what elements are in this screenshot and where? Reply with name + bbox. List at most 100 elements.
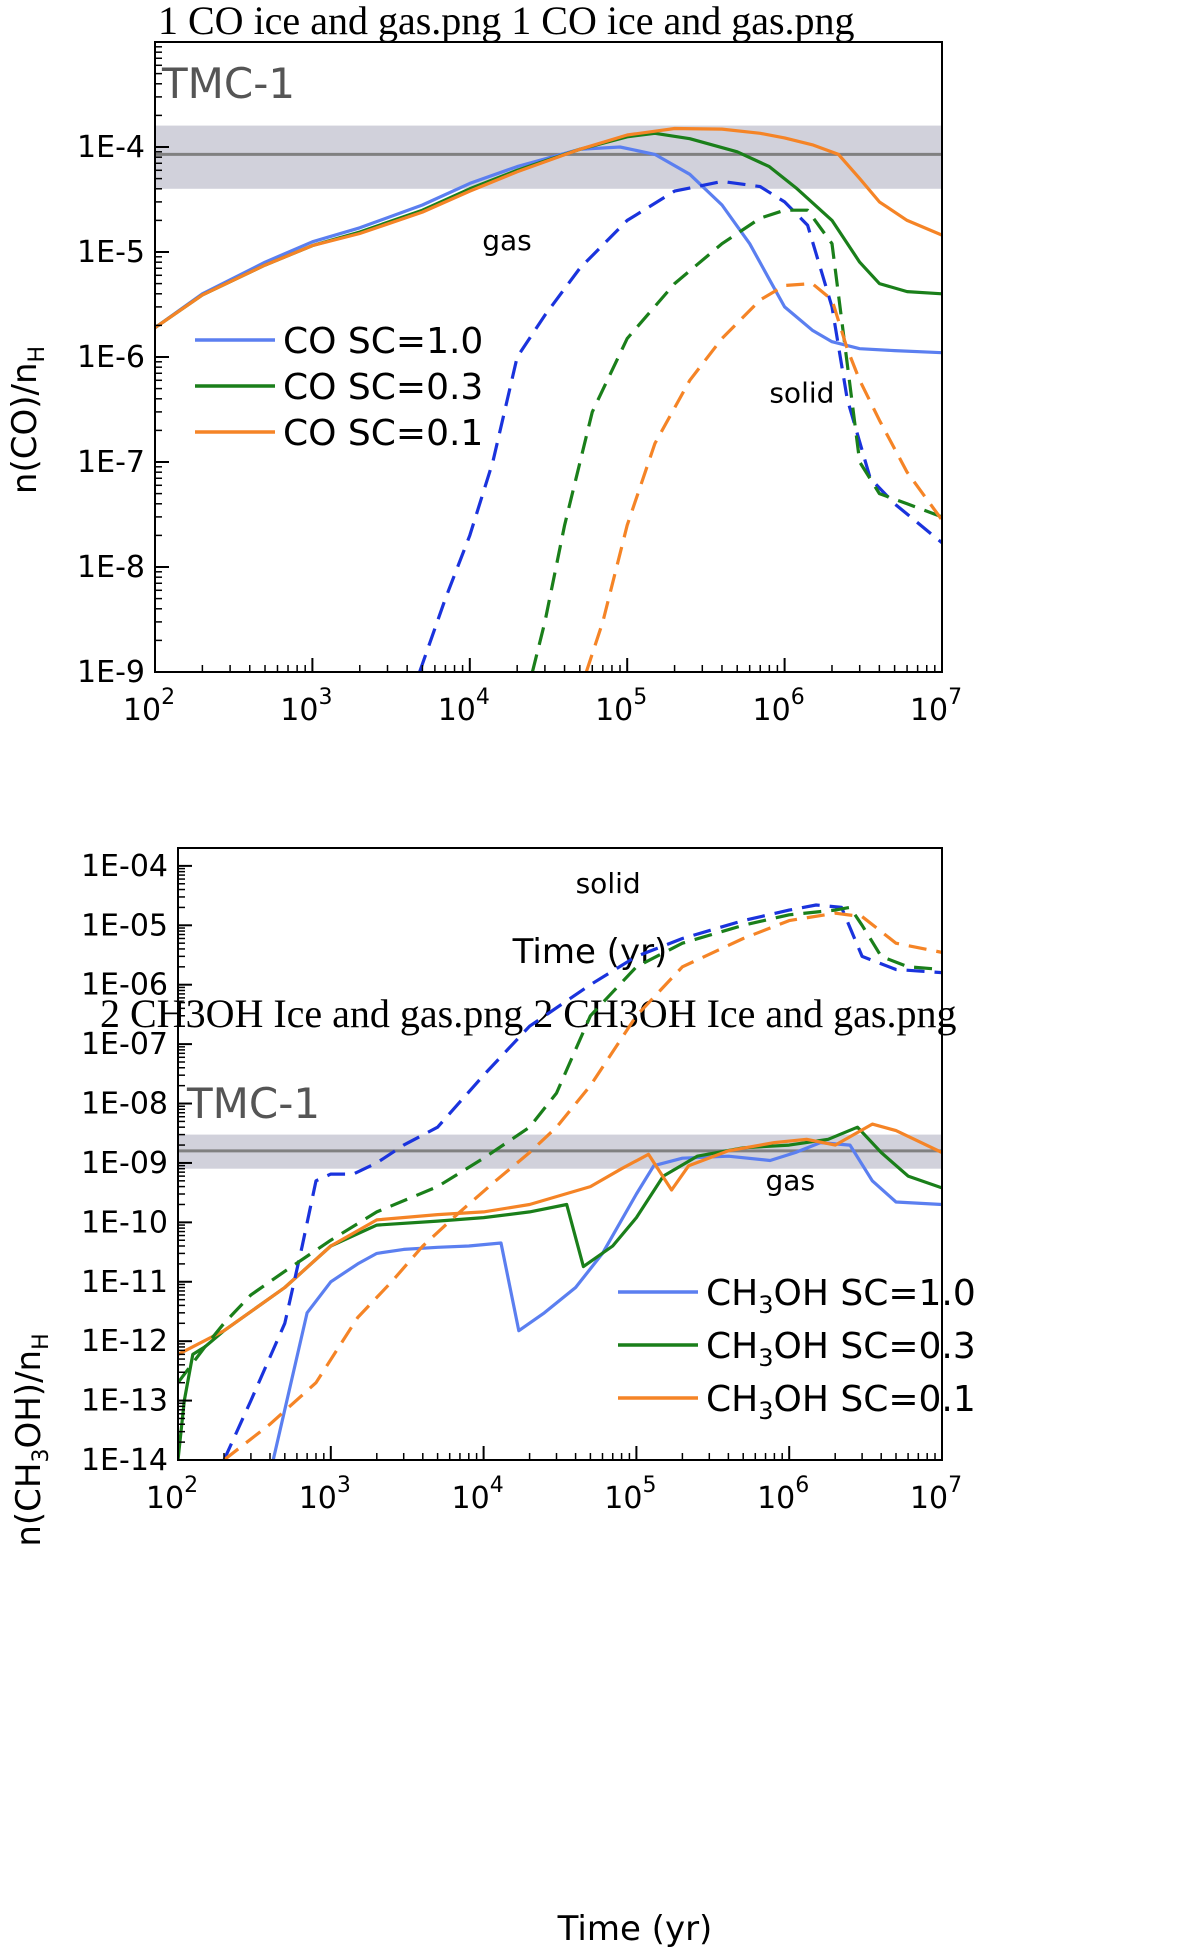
co-y-tick-label: 1E-4 — [77, 130, 145, 165]
ch3oh-legend-label-sub: 3 — [758, 1344, 773, 1372]
ch3oh-legend-label: CH3OH SC=0.3 — [706, 1326, 976, 1372]
co-x-tick-label: 103 — [280, 685, 332, 728]
ch3oh-x-tick-label: 105 — [604, 1473, 656, 1516]
ch3oh-x-tick-label: 104 — [452, 1473, 504, 1516]
ch3oh-legend-label-post: OH SC=0.3 — [774, 1326, 976, 1367]
co-y-tick-label: 1E-7 — [77, 445, 145, 480]
ch3oh-y-ticks: 1E-14 1E-13 1E-12 1E-11 1E-10 1E-09 1E-08 1E-07… — [81, 847, 192, 1478]
ch3oh-x-tick-exp: 4 — [490, 1473, 504, 1498]
co-solid-line-4 — [530, 208, 942, 672]
ch3oh-plot-frame — [177, 847, 943, 1461]
tmc1-label: TMC-1 — [161, 59, 295, 108]
ch3oh-x-tick-exp: 3 — [337, 1473, 351, 1498]
ch3oh-y-label-sub2: H — [29, 1333, 54, 1350]
ch3oh-y-tick-label: 1E-04 — [81, 849, 168, 884]
co-gas-line-0 — [155, 145, 942, 355]
ch3oh-x-tick-label: 103 — [299, 1473, 351, 1516]
co-x-tick-exp: 3 — [318, 685, 332, 710]
ch3oh-y-tick-label: 1E-06 — [81, 968, 168, 1003]
co-y-label-main: n(CO)/n — [5, 362, 45, 494]
co-legend-label: CO SC=1.0 — [283, 321, 483, 362]
ch3oh-gas-line-2 — [178, 1122, 942, 1356]
ch3oh-x-tick-exp: 6 — [795, 1473, 809, 1498]
ch3oh-x-axis-label: Time (yr) — [557, 1909, 713, 1947]
co-x-tick-base: 10 — [910, 693, 948, 728]
ch3oh-legend-label: CH3OH SC=0.1 — [706, 1379, 976, 1425]
ch3oh-x-tick-base: 10 — [452, 1481, 490, 1516]
co-chart: 1 CO ice and gas.png 1 CO ice and gas.pn… — [5, 0, 962, 972]
ch3oh-legend-label-sub: 3 — [758, 1291, 773, 1319]
co-y-tick-label: 1E-9 — [77, 655, 145, 690]
co-y-axis-label: n(CO)/nH — [5, 346, 50, 494]
ch3oh-solid-line-3 — [222, 903, 942, 1460]
co-y-label-sub: H — [25, 346, 50, 363]
ch3oh-x-tick-exp: 7 — [948, 1473, 962, 1498]
ch3oh-annotation-gas: gas — [766, 1164, 816, 1197]
co-chart-title: 1 CO ice and gas.png 1 CO ice and gas.pn… — [158, 0, 855, 43]
co-annotation-solid: solid — [769, 376, 834, 409]
co-x-tick-label: 107 — [910, 685, 962, 728]
ch3oh-x-tick-label: 107 — [910, 1473, 962, 1516]
co-x-tick-exp: 2 — [161, 685, 175, 710]
ch3oh-legend-label-post: OH SC=0.1 — [774, 1379, 976, 1420]
co-y-tick-label: 1E-6 — [77, 340, 145, 375]
ch3oh-annotations: solid gas — [576, 867, 815, 1197]
ch3oh-legend-label-pre: CH — [706, 1379, 758, 1420]
ch3oh-x-tick-base: 10 — [146, 1481, 184, 1516]
co-legend-label: CO SC=0.3 — [283, 367, 483, 408]
co-x-axis-label: Time (yr) — [512, 932, 668, 972]
ch3oh-y-tick-label: 1E-13 — [81, 1384, 168, 1419]
ch3oh-solid-line-5 — [223, 911, 942, 1460]
co-series — [155, 126, 942, 672]
co-legend-label: CO SC=0.1 — [283, 413, 483, 454]
ch3oh-y-tick-label: 1E-08 — [81, 1087, 168, 1122]
ch3oh-x-tick-base: 10 — [604, 1481, 642, 1516]
ch3oh-y-tick-label: 1E-05 — [81, 908, 168, 943]
co-y-ticks: 1E-9 1E-8 1E-7 1E-6 1E-5 1E-4 — [77, 46, 169, 690]
ch3oh-y-tick-label: 1E-07 — [81, 1027, 168, 1062]
co-annotations: gas solid — [482, 224, 834, 410]
co-x-ticks: 102 103 104 105 106 107 — [123, 658, 962, 728]
ch3oh-series — [178, 903, 942, 1460]
co-y-tick-label: 1E-8 — [77, 550, 145, 585]
ch3oh-y-label-post: OH)/n — [9, 1350, 49, 1449]
ch3oh-x-tick-base: 10 — [299, 1481, 337, 1516]
co-y-tick-label: 1E-5 — [77, 235, 145, 270]
ch3oh-y-tick-label: 1E-09 — [81, 1146, 168, 1181]
co-x-tick-exp: 5 — [633, 685, 647, 710]
co-x-tick-exp: 6 — [791, 685, 805, 710]
ch3oh-x-tick-exp: 5 — [642, 1473, 656, 1498]
co-x-tick-label: 105 — [595, 685, 647, 728]
ch3oh-x-tick-base: 10 — [757, 1481, 795, 1516]
co-x-tick-base: 10 — [438, 693, 476, 728]
ch3oh-y-tick-label: 1E-10 — [81, 1205, 168, 1240]
ch3oh-x-tick-base: 10 — [910, 1481, 948, 1516]
ch3oh-solid-line-4 — [178, 905, 942, 1384]
ch3oh-chart: 2 CH3OH Ice and gas.png 2 CH3OH Ice and … — [9, 847, 976, 1947]
ch3oh-x-tick-label: 106 — [757, 1473, 809, 1516]
tmc1-label: TMC-1 — [186, 1079, 320, 1128]
co-x-tick-label: 106 — [753, 685, 805, 728]
ch3oh-y-label-pre: n(CH — [9, 1463, 49, 1547]
ch3oh-legend-label-sub: 3 — [758, 1397, 773, 1425]
co-x-tick-exp: 4 — [476, 685, 490, 710]
ch3oh-y-axis-label: n(CH3OH)/nH — [9, 1333, 54, 1546]
co-x-tick-label: 102 — [123, 685, 175, 728]
ch3oh-y-tick-label: 1E-12 — [81, 1324, 168, 1359]
co-x-tick-base: 10 — [123, 693, 161, 728]
co-gas-line-2 — [155, 126, 942, 330]
co-x-tick-base: 10 — [595, 693, 633, 728]
ch3oh-y-label-sub1: 3 — [29, 1449, 54, 1463]
co-x-tick-base: 10 — [753, 693, 791, 728]
co-solid-line-3 — [418, 179, 942, 672]
co-x-tick-base: 10 — [280, 693, 318, 728]
co-x-tick-exp: 7 — [948, 685, 962, 710]
ch3oh-x-ticks: 102 103 104 105 106 107 — [146, 1446, 962, 1516]
ch3oh-legend-label-pre: CH — [706, 1326, 758, 1367]
ch3oh-x-tick-exp: 2 — [184, 1473, 198, 1498]
ch3oh-legend-label-pre: CH — [706, 1273, 758, 1314]
co-x-tick-label: 104 — [438, 685, 490, 728]
co-legend: CO SC=1.0 CO SC=0.3 CO SC=0.1 — [195, 321, 483, 454]
